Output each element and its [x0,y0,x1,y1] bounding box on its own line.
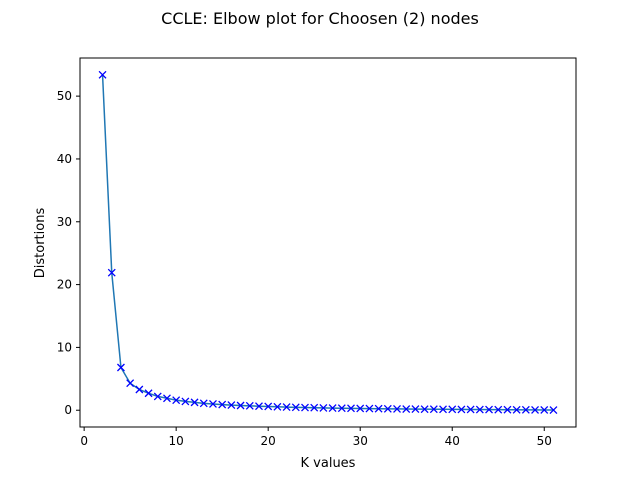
x-tick-label: 40 [445,434,460,448]
data-point [485,405,493,414]
data-point [227,401,236,410]
x-tick-label: 20 [261,434,276,448]
data-point [282,403,291,412]
y-tick-label: 50 [57,89,72,103]
data-point [347,404,355,413]
data-point [236,401,245,410]
axes-frame [79,57,577,428]
data-point [301,403,309,412]
data-point [466,405,475,414]
data-point [135,385,144,394]
data-point [383,404,392,413]
data-point [494,405,503,414]
y-tick-label: 30 [57,215,72,229]
data-point [172,396,181,405]
y-axis: 0 10 20 30 40 50 [57,89,80,417]
chart-title: CCLE: Elbow plot for Choosen (2) nodes [161,9,479,28]
data-point [356,404,365,413]
data-point [126,379,135,388]
data-point [448,405,457,414]
data-point [540,406,549,414]
data-point [549,406,558,414]
data-point [181,397,190,406]
y-axis-label: Distortions [33,208,48,279]
data-point [245,401,254,410]
data-point [255,402,263,411]
data-point [199,399,208,408]
x-axis-label: K values [301,456,356,471]
x-tick-label: 50 [537,434,552,448]
data-point [163,394,171,403]
x-axis: 0 10 20 30 40 50 [80,427,552,448]
data-point [439,405,447,414]
data-point [209,399,217,408]
series-line [101,74,554,411]
data-point [218,400,227,409]
data-point [264,402,273,411]
data-point [144,389,153,398]
data-point [402,405,411,413]
x-tick-label: 30 [353,434,368,448]
data-point [116,363,125,372]
data-point [512,405,521,414]
data-point [319,403,328,412]
data-point [310,403,319,412]
data-point [411,405,420,414]
data-point [153,392,162,401]
data-point [457,405,466,414]
y-tick-label: 10 [57,340,72,354]
data-point [503,405,512,414]
data-point [291,403,300,412]
y-tick-label: 20 [57,278,72,292]
data-point [337,404,346,413]
data-point [475,405,484,414]
data-point [190,398,199,407]
data-point [374,404,383,413]
y-tick-label: 0 [64,403,72,417]
data-point [521,405,530,414]
data-point [107,268,116,277]
x-tick-label: 0 [80,434,88,448]
x-tick-label: 10 [169,434,184,448]
plot-area [98,70,558,414]
data-point [328,404,337,413]
data-point [273,402,282,411]
data-point [393,404,401,413]
data-point [429,405,438,414]
data-point [365,404,374,413]
data-point [531,405,540,414]
y-tick-label: 40 [57,152,72,166]
data-point [98,70,107,79]
data-point [420,405,429,414]
